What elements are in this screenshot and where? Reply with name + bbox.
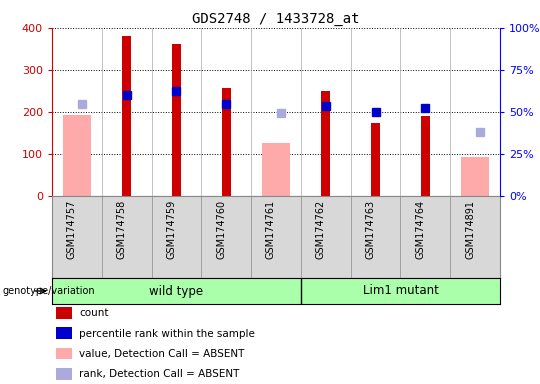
FancyBboxPatch shape: [57, 348, 72, 359]
Text: genotype/variation: genotype/variation: [3, 286, 96, 296]
Bar: [371, 123, 380, 196]
Text: GSM174758: GSM174758: [117, 200, 127, 259]
Text: wild type: wild type: [150, 285, 204, 298]
Bar: [321, 91, 330, 196]
Text: GSM174891: GSM174891: [465, 200, 475, 259]
Text: GSM174757: GSM174757: [67, 200, 77, 260]
Text: count: count: [79, 308, 109, 318]
Bar: [222, 88, 231, 196]
Text: GSM174762: GSM174762: [316, 200, 326, 259]
FancyBboxPatch shape: [57, 307, 72, 319]
Bar: [262, 143, 289, 196]
Bar: [172, 43, 181, 196]
Text: GSM174760: GSM174760: [216, 200, 226, 259]
Bar: [421, 116, 430, 196]
Text: value, Detection Call = ABSENT: value, Detection Call = ABSENT: [79, 349, 244, 359]
Title: GDS2748 / 1433728_at: GDS2748 / 1433728_at: [192, 12, 360, 26]
Bar: [63, 115, 91, 196]
Bar: [461, 157, 489, 196]
Text: GSM174763: GSM174763: [366, 200, 375, 259]
FancyBboxPatch shape: [57, 368, 72, 380]
Text: GSM174761: GSM174761: [266, 200, 276, 259]
Text: percentile rank within the sample: percentile rank within the sample: [79, 329, 255, 339]
Bar: [122, 36, 131, 196]
Text: rank, Detection Call = ABSENT: rank, Detection Call = ABSENT: [79, 369, 239, 379]
FancyBboxPatch shape: [57, 328, 72, 339]
Text: GSM174759: GSM174759: [166, 200, 177, 259]
Text: Lim1 mutant: Lim1 mutant: [362, 285, 438, 298]
Text: GSM174764: GSM174764: [415, 200, 426, 259]
